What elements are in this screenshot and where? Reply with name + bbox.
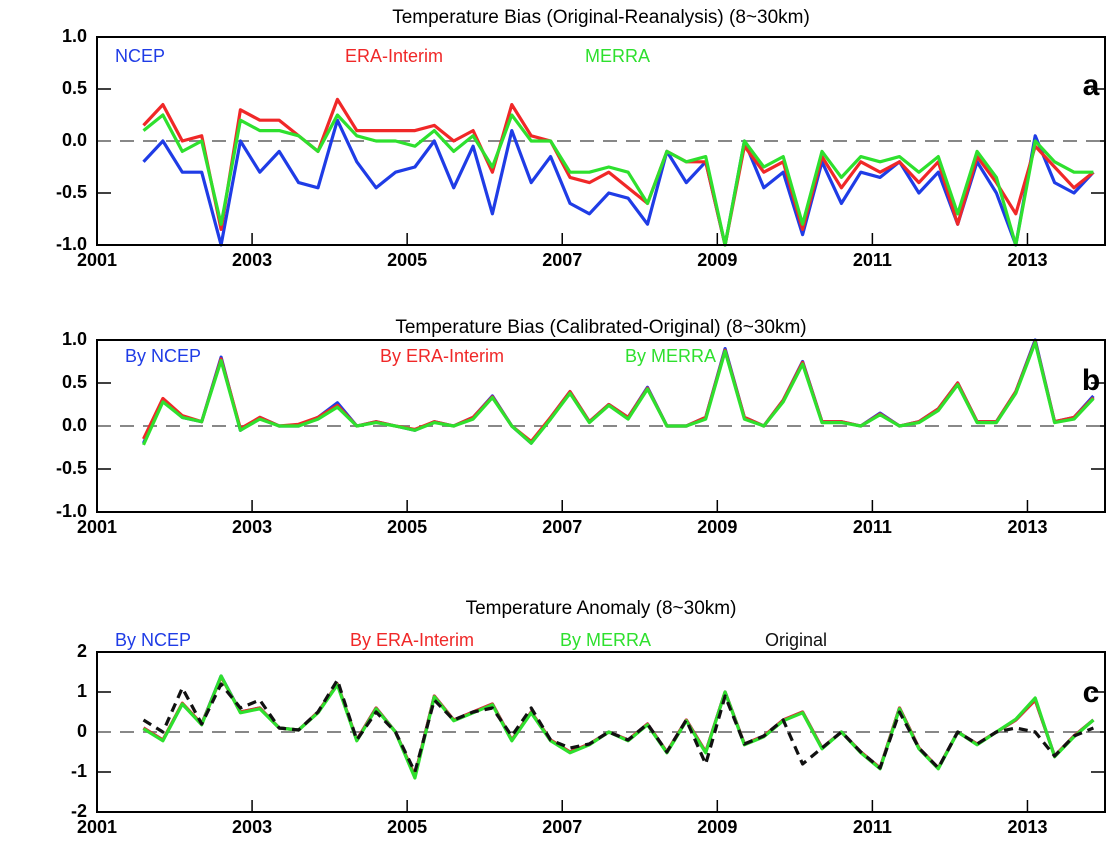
x-tick-label: 2005 xyxy=(387,250,427,270)
x-tick-label: 2003 xyxy=(232,250,272,270)
x-tick-label: 2009 xyxy=(697,817,737,837)
y-tick-label: 2 xyxy=(77,641,87,661)
x-tick-label: 2007 xyxy=(542,817,582,837)
series-line xyxy=(142,113,1094,247)
x-tick-label: 2011 xyxy=(853,517,892,537)
y-tick-label: 1.0 xyxy=(62,329,87,349)
x-tick-label: 2003 xyxy=(232,817,272,837)
y-tick-label: -1 xyxy=(71,761,87,781)
plot-frame xyxy=(96,339,1106,513)
legend-label: By MERRA xyxy=(560,630,651,650)
y-tick-label: 0.5 xyxy=(62,372,87,392)
series-line xyxy=(142,97,1095,247)
legend-label: Original xyxy=(765,630,827,650)
y-tick-label: 0.0 xyxy=(62,415,87,435)
chart-title: Temperature Anomaly (8~30km) xyxy=(466,598,737,619)
x-tick-label: 2003 xyxy=(232,517,272,537)
legend-label: NCEP xyxy=(115,46,165,66)
x-tick-label: 2007 xyxy=(542,517,582,537)
x-tick-label: 2005 xyxy=(387,517,427,537)
y-tick-label: 0.0 xyxy=(62,130,87,150)
x-tick-label: 2007 xyxy=(542,250,582,270)
y-tick-label: -2 xyxy=(71,801,87,821)
y-tick-label: -1.0 xyxy=(56,234,87,254)
x-tick-label: 2011 xyxy=(853,250,892,270)
legend-label: MERRA xyxy=(585,46,650,66)
y-tick-label: 1 xyxy=(77,681,87,701)
legend-label: By MERRA xyxy=(625,346,716,366)
y-tick-label: 1.0 xyxy=(62,26,87,46)
series-line xyxy=(142,674,1095,780)
series-line xyxy=(142,678,1095,774)
y-tick-label: 0 xyxy=(77,721,87,741)
x-tick-label: 2013 xyxy=(1007,250,1047,270)
series-line xyxy=(142,341,1095,446)
plot-frame xyxy=(96,36,1106,246)
y-tick-label: -1.0 xyxy=(56,501,87,521)
x-tick-label: 2013 xyxy=(1007,517,1047,537)
panel-label: a xyxy=(1083,69,1100,102)
x-tick-label: 2011 xyxy=(853,817,892,837)
panel-label: b xyxy=(1082,364,1100,397)
y-tick-label: -0.5 xyxy=(56,458,87,478)
x-tick-label: 2005 xyxy=(387,817,427,837)
x-tick-label: 2001 xyxy=(77,250,117,270)
x-tick-label: 2009 xyxy=(697,517,737,537)
panel-label: c xyxy=(1083,676,1100,709)
legend-label: By ERA-Interim xyxy=(380,346,504,366)
chart-title: Temperature Bias (Original-Reanalysis) (… xyxy=(392,7,810,28)
legend-label: By ERA-Interim xyxy=(350,630,474,650)
legend-label: ERA-Interim xyxy=(345,46,443,66)
legend-label: By NCEP xyxy=(115,630,191,650)
x-tick-label: 2001 xyxy=(77,817,117,837)
x-tick-label: 2009 xyxy=(697,250,737,270)
series-line xyxy=(142,118,1095,247)
x-tick-label: 2013 xyxy=(1007,817,1047,837)
legend-label: By NCEP xyxy=(125,346,201,366)
series-line xyxy=(142,674,1095,778)
y-tick-label: 0.5 xyxy=(62,78,87,98)
y-tick-label: -0.5 xyxy=(56,182,87,202)
plot-frame xyxy=(96,651,1106,813)
series-line xyxy=(142,675,1095,778)
chart-title: Temperature Bias (Calibrated-Original) (… xyxy=(395,317,806,338)
x-tick-label: 2001 xyxy=(77,517,117,537)
